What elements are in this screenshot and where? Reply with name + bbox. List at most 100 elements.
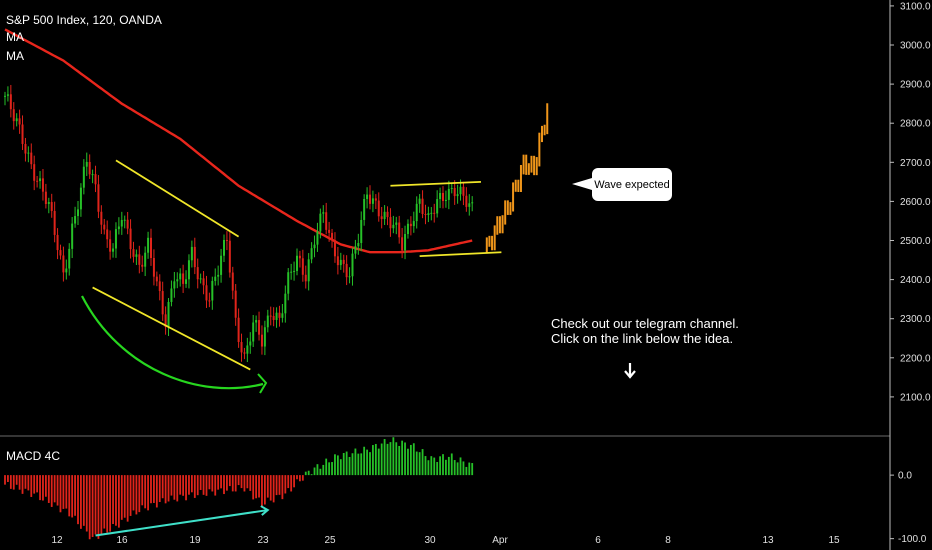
macd-bar (453, 460, 456, 476)
macd-bar (345, 451, 348, 476)
candle-body (126, 219, 129, 229)
candle-body (357, 243, 360, 247)
channel-line-3[interactable] (419, 251, 502, 258)
candle-body (114, 229, 117, 249)
channel-line-1[interactable] (92, 286, 251, 371)
macd-bar (290, 475, 293, 492)
macd-bar (395, 442, 398, 476)
macd-axis: 0.0 -100.0 (890, 471, 927, 545)
candle-body (47, 202, 50, 204)
macd-bar (331, 462, 333, 476)
candle-body (439, 192, 442, 200)
macd-bar (123, 475, 126, 518)
candle-body (50, 202, 53, 211)
candle-body (369, 194, 371, 204)
candle-body (27, 152, 30, 154)
candle-body (252, 322, 255, 342)
macd-bar (447, 456, 450, 476)
candle-body (234, 290, 237, 318)
candle-body (9, 94, 12, 110)
macd-bar (33, 475, 36, 494)
macd-bar (374, 443, 377, 476)
macd-bar (77, 475, 79, 525)
macd-bar (109, 475, 112, 532)
macd-bar (65, 475, 68, 509)
candle-body (269, 315, 272, 317)
candle-body (249, 341, 252, 346)
candle-body (18, 118, 21, 125)
macd-legend[interactable]: MACD 4C (6, 449, 61, 463)
candle-body (450, 188, 453, 190)
candle-body (202, 278, 205, 286)
candle-body (150, 237, 152, 259)
candle-body (447, 188, 450, 200)
macd-bar (196, 475, 199, 496)
macd-bar (281, 475, 284, 500)
candle-body (363, 198, 366, 220)
channel-line-2[interactable] (390, 180, 481, 187)
candle-body (138, 254, 141, 265)
macd-bar (407, 448, 409, 476)
candle-body (106, 229, 109, 240)
macd-bar (459, 457, 462, 476)
candle-body (15, 118, 18, 122)
macd-bar (389, 442, 392, 476)
macd-bar (404, 442, 406, 476)
ma-legend-2[interactable]: MA (6, 49, 24, 63)
candle-body (468, 203, 471, 207)
candle-body (377, 200, 380, 217)
macd-bar (12, 475, 15, 490)
macd-bar (366, 449, 368, 476)
macd-bar (456, 462, 459, 476)
channel-lines (92, 159, 502, 371)
macd-bar (100, 475, 103, 535)
candle-body (325, 212, 328, 230)
candle-body (132, 249, 135, 257)
candle-body (190, 246, 193, 261)
macd-bar (369, 452, 371, 476)
macd-bar (155, 475, 158, 508)
candle-body (185, 279, 188, 284)
candle-body (205, 285, 208, 301)
candle-body (336, 256, 339, 266)
moving-average-line[interactable] (4, 28, 473, 254)
macd-bar (44, 475, 47, 497)
ma-legend-1[interactable]: MA (6, 30, 24, 44)
macd-tick-label: 0.0 (898, 471, 912, 482)
macd-bar (164, 475, 167, 504)
macd-bar (409, 444, 412, 476)
macd-bar (50, 475, 53, 507)
macd-bar (135, 475, 138, 515)
candle-body (255, 320, 258, 323)
candle-body (225, 239, 228, 241)
macd-bar (112, 475, 114, 524)
candle-body (319, 213, 322, 232)
macd-bar (255, 475, 258, 499)
time-tick-label: 8 (665, 535, 671, 546)
macd-bar (430, 456, 433, 476)
candle-body (62, 255, 65, 273)
macd-bar (427, 460, 430, 476)
time-tick-label: 25 (324, 535, 336, 546)
time-tick-label: 16 (116, 535, 128, 546)
macd-bar (433, 457, 436, 476)
time-tick-label: 12 (51, 535, 63, 546)
macd-bar (170, 475, 173, 496)
candle-body (266, 315, 269, 328)
candle-body (275, 312, 278, 320)
candle-body (298, 255, 301, 259)
candle-body (465, 195, 468, 207)
macd-bar (211, 475, 214, 492)
candle-body (430, 212, 433, 214)
price-tick-label: 2100.0 (900, 392, 931, 403)
candle-body (278, 312, 281, 318)
macd-bar (304, 471, 307, 476)
macd-bar (226, 475, 228, 491)
macd-bar (299, 475, 301, 482)
down-arrow-icon (624, 363, 636, 379)
channel-line-0[interactable] (115, 159, 240, 238)
macd-bar (228, 475, 231, 487)
candle-body (68, 248, 71, 269)
price-axis: 3100.0 3000.0 2900.0 2800.0 2700.0 2600.0 2500… (890, 1, 931, 403)
